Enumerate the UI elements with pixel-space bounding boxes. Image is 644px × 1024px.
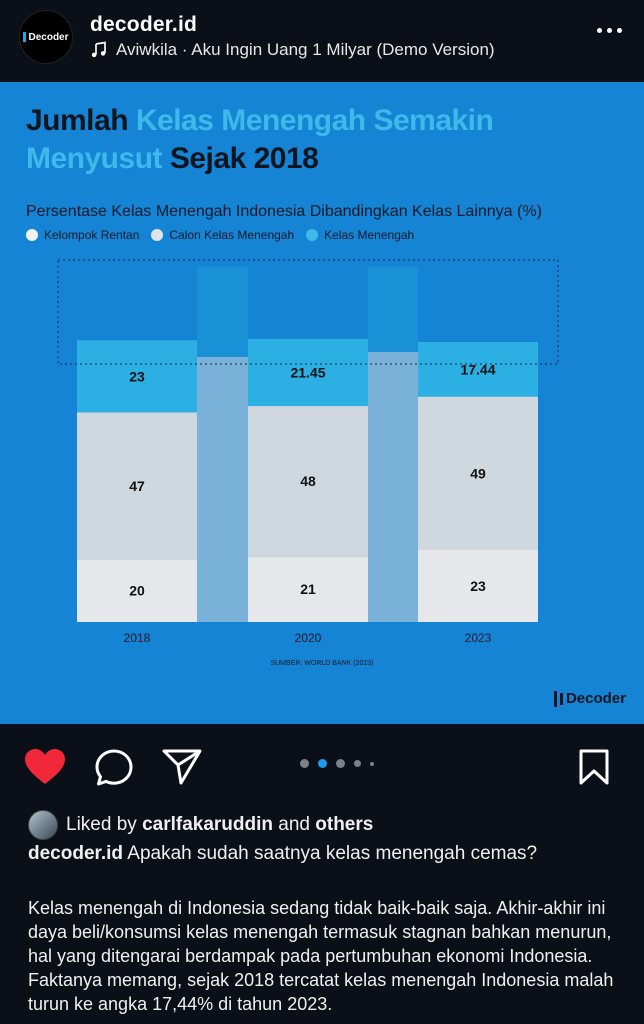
caption-first-line: Apakah sudah saatnya kelas menengah cema…: [127, 843, 538, 864]
infographic-title-line2: Menyusut Sejak 2018: [26, 142, 319, 175]
bar-value-label: 48: [300, 473, 316, 489]
legend-label-rentan: Kelompok Rentan: [44, 228, 140, 242]
legend-label-calon: Calon Kelas Menengah: [169, 228, 295, 242]
carousel-dot: [354, 760, 361, 767]
chart-legend: Kelompok Rentan Calon Kelas Menengah Kel…: [26, 228, 414, 242]
bar-segment-2023-1: [418, 396, 538, 551]
bar-segment-2023-2: [418, 342, 538, 397]
heart-icon[interactable]: [24, 748, 66, 786]
liked-by-prefix: Liked by: [66, 814, 137, 835]
bookmark-icon[interactable]: [578, 748, 610, 786]
bar-segment-2020-1: [248, 406, 368, 557]
x-tick-label: 2020: [295, 631, 322, 645]
music-info[interactable]: Aviwkila · Aku Ingin Uang 1 Milyar (Demo…: [90, 40, 495, 60]
bar-segment-2020-2: [248, 338, 368, 407]
bar-value-label: 20: [129, 583, 145, 599]
avatar-logo-text: Decoder: [28, 31, 69, 43]
title-part4: Sejak 2018: [169, 142, 319, 175]
carousel-dot: [300, 759, 309, 768]
bar-value-label: 23: [129, 368, 145, 384]
username[interactable]: decoder.id: [90, 13, 198, 36]
x-tick-label: 2023: [465, 631, 492, 645]
profile-avatar[interactable]: Decoder: [19, 10, 73, 64]
bar-value-label: 21.45: [290, 364, 325, 380]
brand-text: Decoder: [565, 690, 626, 707]
bar-segment-2018-2: [77, 340, 197, 413]
liked-by-user[interactable]: carlfakaruddin: [142, 814, 273, 835]
liked-by-text: Liked by carlfakaruddin and others: [66, 814, 373, 836]
caption-headline: decoder.id Apakah sudah saatnya kelas me…: [28, 843, 537, 865]
bar-segment-2018-1: [77, 412, 197, 560]
bar-value-label: 23: [470, 578, 486, 594]
legend-dot-calon: [151, 229, 164, 241]
bar-segment-2018-0: [77, 559, 197, 622]
carousel-dot-active: [318, 759, 327, 768]
comment-icon[interactable]: [94, 748, 134, 788]
carousel-dot: [370, 761, 374, 766]
highlight-box: [57, 259, 559, 365]
music-note-icon: [91, 41, 106, 58]
legend-item-calon: Calon Kelas Menengah: [151, 228, 294, 242]
legend-dot-menengah: [306, 229, 319, 241]
post-image[interactable]: Jumlah Kelas Menengah Semakin Menyusut S…: [0, 82, 644, 724]
post-header: Decoder decoder.id Aviwkila · Aku Ingin …: [0, 0, 644, 82]
bar-segment-2020-0: [248, 556, 368, 622]
bar-value-label: 47: [129, 478, 145, 494]
chart-subtitle: Persentase Kelas Menengah Indonesia Diba…: [26, 203, 542, 220]
caption-body: Kelas menengah di Indonesia sedang tidak…: [28, 898, 614, 1014]
liked-by-others[interactable]: others: [315, 814, 374, 835]
liked-by-row[interactable]: Liked by carlfakaruddin and others: [28, 810, 373, 840]
carousel-indicator: [300, 759, 374, 768]
decoder-logo: Decoder: [23, 31, 69, 43]
connector-band-top: [197, 267, 248, 357]
legend-label-menengah: Kelas Menengah: [324, 228, 415, 242]
liker-avatar[interactable]: [28, 810, 58, 840]
caption-author[interactable]: decoder.id: [28, 843, 124, 864]
bar-segment-2023-0: [418, 550, 538, 622]
legend-item-rentan: Kelompok Rentan: [26, 228, 139, 242]
post-actions: [0, 724, 644, 804]
chart-source: SUMBER: WORLD BANK (2023): [270, 660, 374, 667]
more-options-icon[interactable]: [597, 28, 622, 33]
title-part3: Menyusut: [26, 142, 163, 175]
title-part2: Kelas Menengah Semakin: [135, 104, 494, 137]
infographic-title-line1: Jumlah Kelas Menengah Semakin: [26, 104, 494, 137]
bar-value-label: 21: [300, 581, 316, 597]
send-icon[interactable]: [162, 748, 202, 786]
x-tick-label: 2018: [124, 631, 151, 645]
liked-by-and: and: [278, 814, 310, 835]
bar-value-label: 49: [470, 465, 486, 481]
connector-band-top: [368, 267, 418, 352]
title-part1: Jumlah: [26, 104, 129, 137]
music-title: Aviwkila · Aku Ingin Uang 1 Milyar (Demo…: [116, 40, 495, 59]
brand-watermark: Decoder: [553, 690, 626, 707]
legend-item-menengah: Kelas Menengah: [306, 228, 414, 242]
bar-value-label: 17.44: [460, 361, 495, 377]
legend-dot-rentan: [26, 229, 38, 241]
carousel-dot: [336, 759, 345, 768]
stacked-bar-chart: 20 47 23 2018 21 48 21.45 2020 23 49 17.44 2023: [57, 259, 559, 645]
